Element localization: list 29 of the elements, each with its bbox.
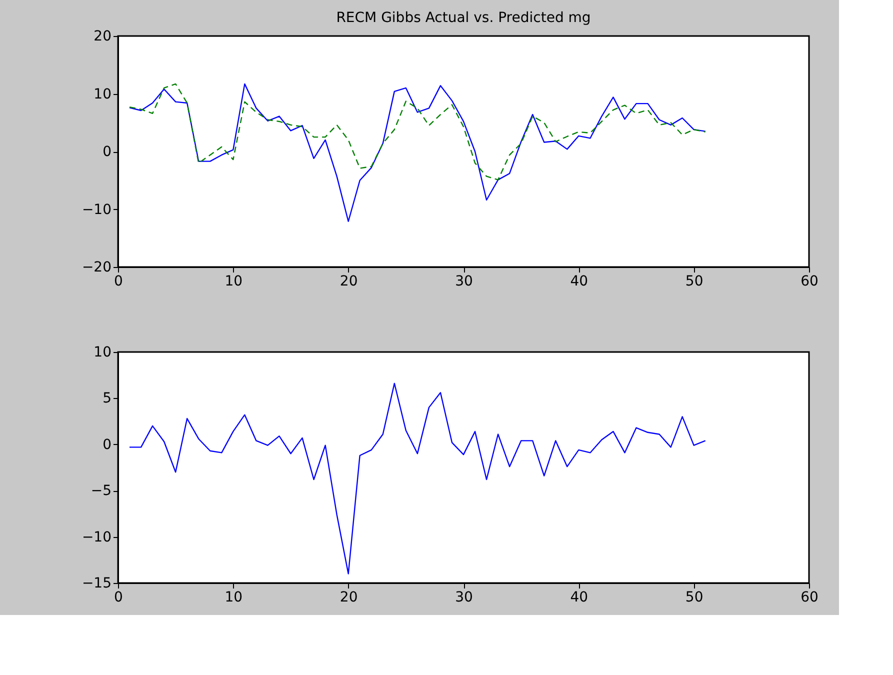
y-tick-label: −15 xyxy=(82,576,112,592)
x-tick-label: 50 xyxy=(685,590,704,606)
y-tick-label: −10 xyxy=(82,202,112,218)
x-tick-label: 20 xyxy=(340,590,358,606)
y-tick-label: 0 xyxy=(102,436,112,453)
y-tick-label: 10 xyxy=(94,86,112,102)
x-tick-label: 10 xyxy=(224,590,243,606)
x-tick-label: 0 xyxy=(114,274,123,290)
x-tick-label: 10 xyxy=(224,274,243,290)
y-tick-label: 0 xyxy=(102,144,112,160)
x-tick-label: 40 xyxy=(570,590,588,606)
line-series xyxy=(128,83,706,180)
y-tick-label: −5 xyxy=(90,483,112,500)
line-series xyxy=(128,83,706,222)
y-tick-label: 5 xyxy=(102,390,112,407)
y-tick-label: 10 xyxy=(94,344,112,360)
x-tick-label: 30 xyxy=(455,590,473,606)
x-tick-label: 20 xyxy=(340,274,358,290)
x-tick-label: 40 xyxy=(570,274,588,290)
x-tick-label: 0 xyxy=(114,590,123,606)
x-tick-label: 60 xyxy=(800,590,818,606)
x-tick-label: 50 xyxy=(685,274,704,290)
x-tick-label: 30 xyxy=(455,274,473,290)
chart-title: RECM Gibbs Actual vs. Predicted mg xyxy=(336,10,591,26)
y-tick-label: −10 xyxy=(82,529,112,546)
x-tick-label: 60 xyxy=(800,274,818,290)
y-tick-label: 20 xyxy=(94,28,112,44)
y-tick-label: −20 xyxy=(82,260,112,276)
line-series xyxy=(128,382,706,574)
